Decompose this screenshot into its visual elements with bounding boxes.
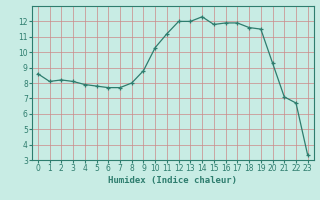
X-axis label: Humidex (Indice chaleur): Humidex (Indice chaleur) [108,176,237,185]
